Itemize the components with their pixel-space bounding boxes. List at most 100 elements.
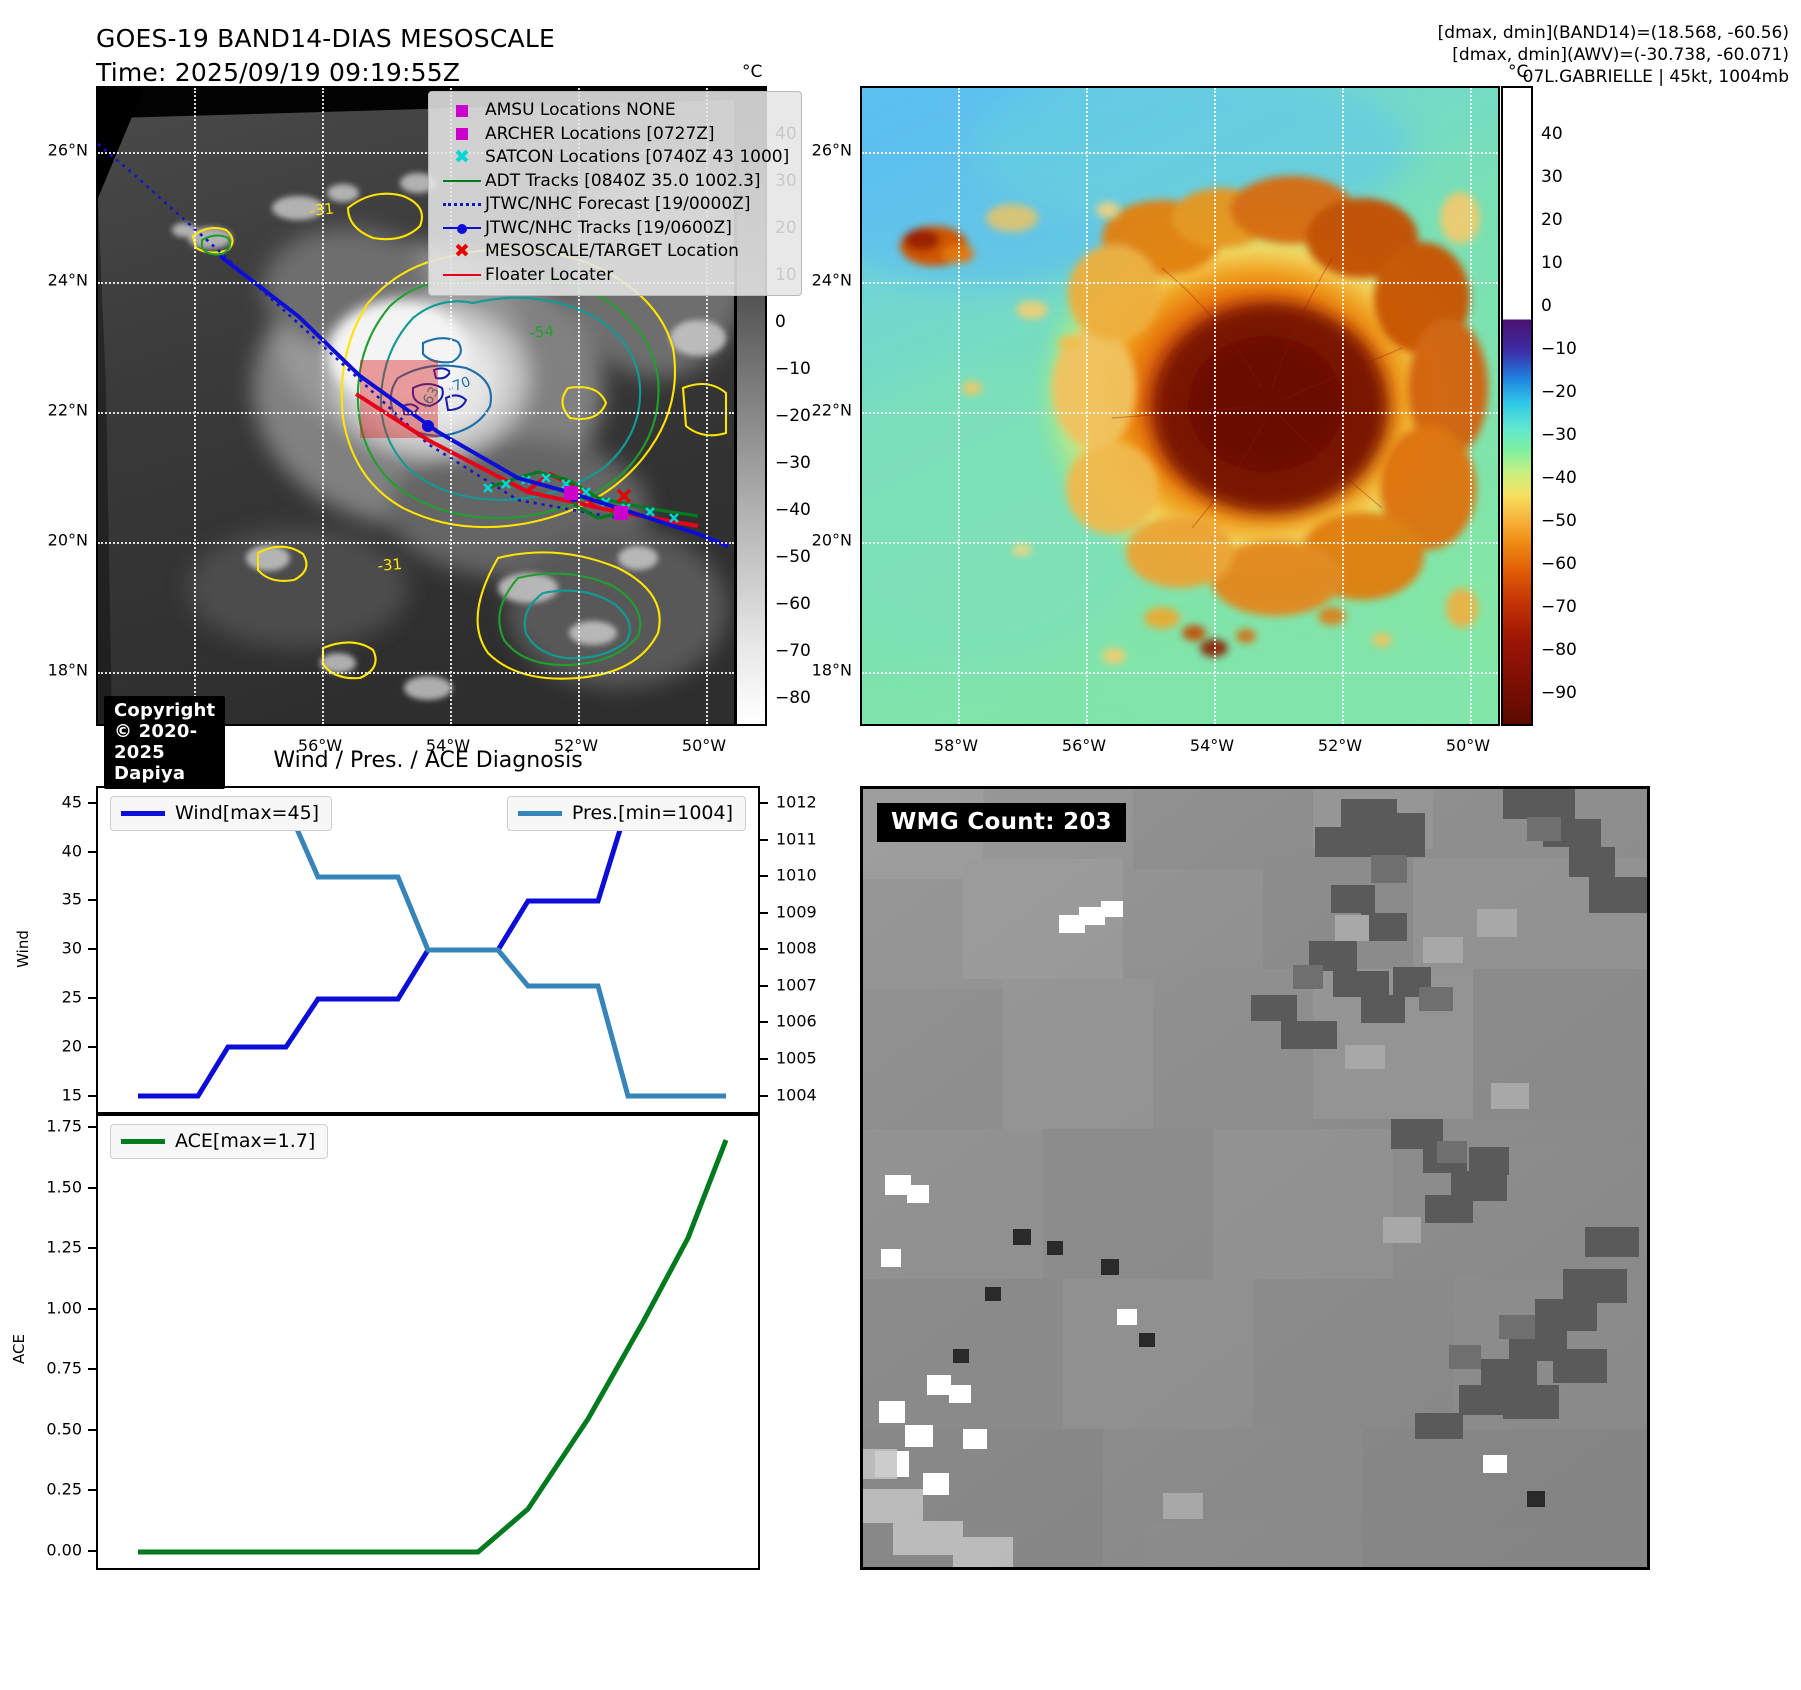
- awv-cb-tick-4: 0: [1541, 296, 1552, 316]
- ace-tickmark-125: [88, 1247, 96, 1249]
- wind-pressure-chart[interactable]: Wind[max=45] Pres.[min=1004]: [96, 786, 760, 1114]
- pres-tickmark-1010: [760, 875, 768, 877]
- ir-cb-tick-4: 0: [775, 312, 786, 332]
- pres-tickmark-1011: [760, 839, 768, 841]
- ace-tick-075: 0.75: [46, 1358, 82, 1378]
- awv-cb-tick-0: 40: [1541, 124, 1563, 144]
- pres-tickmark-1012: [760, 802, 768, 804]
- awv-cb-tick-13: −90: [1541, 683, 1577, 703]
- wind-series-line: [138, 801, 726, 1099]
- ace-chart[interactable]: ACE[max=1.7]: [96, 1114, 760, 1570]
- ir-map-image[interactable]: -31 -31 -54 -63 -70: [96, 86, 736, 726]
- legend-item-amsu[interactable]: AMSU Locations NONE: [439, 99, 789, 123]
- dmax-dmin-band14: [dmax, dmin](BAND14)=(18.568, -60.56): [1437, 23, 1789, 43]
- ace-tick-000: 0.00: [46, 1540, 82, 1560]
- ir-cb-tick-8: −40: [775, 500, 811, 520]
- awv-lat-tick-2: 22°N: [811, 400, 852, 420]
- awv-cb-tick-3: 10: [1541, 253, 1563, 273]
- awv-lon-tick-1: 56°W: [1061, 736, 1107, 755]
- red-x-icon: ✖: [454, 240, 470, 263]
- magenta-square-icon: [439, 128, 485, 141]
- storm-info-header: [dmax, dmin](BAND14)=(18.568, -60.56) [d…: [1438, 22, 1789, 88]
- wind-tick-40: 40: [61, 841, 82, 861]
- awv-cb-tick-8: −40: [1541, 468, 1577, 488]
- ir-lon-tick-4: 50°W: [681, 736, 727, 755]
- legend-label-amsu: AMSU Locations NONE: [485, 100, 676, 120]
- awv-lon-tick-4: 50°W: [1445, 736, 1491, 755]
- wind-tickmark-40: [88, 851, 96, 853]
- pres-tickmark-1007: [760, 985, 768, 987]
- ace-tick-100: 1.00: [46, 1298, 82, 1318]
- wmg-mask-raster: [863, 789, 1647, 1567]
- ir-satellite-raster: -31 -31 -54 -63 -70: [98, 88, 734, 724]
- pres-tickmark-1005: [760, 1058, 768, 1060]
- wind-tick-15: 15: [61, 1085, 82, 1105]
- page-title: GOES-19 BAND14-DIAS MESOSCALE Time: 2025…: [96, 22, 555, 90]
- ace-tick-025: 0.25: [46, 1479, 82, 1499]
- legend-item-forecast[interactable]: JTWC/NHC Forecast [19/0000Z]: [439, 193, 789, 217]
- ir-lat-tick-3: 20°N: [47, 530, 88, 550]
- pressure-legend[interactable]: Pres.[min=1004]: [506, 796, 746, 831]
- wind-legend[interactable]: Wind[max=45]: [110, 796, 333, 831]
- ir-cb-tick-7: −30: [775, 453, 811, 473]
- ir-map-legend: AMSU Locations NONE ARCHER Locations [07…: [428, 91, 803, 296]
- copyright-notice: Copyright © 2020-2025 Dapiya: [104, 696, 226, 789]
- legend-label-satcon: SATCON Locations [0740Z 43 1000]: [485, 147, 790, 167]
- jtwc-nhc-track-line: [218, 254, 729, 548]
- ace-tickmark-175: [88, 1126, 96, 1128]
- ace-tickmark-075: [88, 1368, 96, 1370]
- ace-legend[interactable]: ACE[max=1.7]: [110, 1124, 329, 1159]
- wind-legend-label: Wind[max=45]: [175, 802, 320, 824]
- legend-item-adt[interactable]: ADT Tracks [0840Z 35.0 1002.3]: [439, 170, 789, 194]
- legend-label-floater: Floater Locater: [485, 264, 614, 285]
- ir-colorbar-unit: °C: [742, 62, 763, 82]
- pres-tick-1004: 1004: [776, 1085, 817, 1105]
- ir-lat-tick-1: 24°N: [47, 270, 88, 290]
- blue-line-marker-icon: [439, 223, 485, 234]
- ir-lon-tick-3: 52°W: [553, 736, 599, 755]
- ir-cb-tick-12: −80: [775, 688, 811, 708]
- cyan-x-icon: ✖: [454, 146, 470, 169]
- pres-tick-1011: 1011: [776, 829, 817, 849]
- awv-cb-tick-6: −20: [1541, 382, 1577, 402]
- wind-tickmark-35: [88, 899, 96, 901]
- contour-label-70: -70: [446, 374, 473, 397]
- awv-lon-tick-3: 52°W: [1317, 736, 1363, 755]
- dmax-dmin-awv: [dmax, dmin](AWV)=(-30.738, -60.071): [1452, 45, 1789, 65]
- awv-cb-tick-5: −10: [1541, 339, 1577, 359]
- awv-cb-tick-10: −60: [1541, 554, 1577, 574]
- ace-tickmark-100: [88, 1308, 96, 1310]
- contour-label-31b: -31: [377, 555, 403, 575]
- awv-colorbar[interactable]: [1501, 86, 1533, 726]
- wind-legend-swatch-icon: [121, 810, 165, 816]
- ace-axis-label: ACE: [9, 1334, 28, 1364]
- red-line-icon: [439, 274, 485, 277]
- pres-tickmark-1009: [760, 912, 768, 914]
- green-line-icon: [439, 180, 485, 183]
- wind-axis-label: Wind: [13, 930, 32, 968]
- contour-label-54: -54: [529, 322, 555, 342]
- awv-lon-tick-0: 58°W: [933, 736, 979, 755]
- wmg-mask-panel[interactable]: WMG Count: 203: [860, 786, 1650, 1570]
- legend-item-archer[interactable]: ARCHER Locations [0727Z]: [439, 123, 789, 147]
- wind-tick-30: 30: [61, 938, 82, 958]
- wind-tickmark-45: [88, 802, 96, 804]
- pressure-legend-label: Pres.[min=1004]: [571, 802, 733, 824]
- pres-tickmark-1006: [760, 1021, 768, 1023]
- title-line-1: GOES-19 BAND14-DIAS MESOSCALE: [96, 24, 555, 53]
- legend-item-mesoscale[interactable]: ✖ MESOSCALE/TARGET Location: [439, 240, 789, 264]
- legend-item-tracks[interactable]: JTWC/NHC Tracks [19/0600Z]: [439, 217, 789, 241]
- awv-lat-tick-1: 24°N: [811, 270, 852, 290]
- wind-tick-35: 35: [61, 889, 82, 909]
- wmg-count-badge: WMG Count: 203: [877, 803, 1126, 842]
- awv-map-image[interactable]: [860, 86, 1500, 726]
- ir-lat-tick-0: 26°N: [47, 140, 88, 160]
- ace-plot-area: [138, 1139, 729, 1555]
- legend-item-floater[interactable]: Floater Locater: [439, 264, 789, 288]
- wind-tick-45: 45: [61, 792, 82, 812]
- wind-pressure-plot-area: [138, 801, 726, 1099]
- wind-tick-20: 20: [61, 1036, 82, 1056]
- legend-item-satcon[interactable]: ✖ SATCON Locations [0740Z 43 1000]: [439, 146, 789, 170]
- pres-tick-1005: 1005: [776, 1048, 817, 1068]
- ace-legend-label: ACE[max=1.7]: [175, 1130, 316, 1152]
